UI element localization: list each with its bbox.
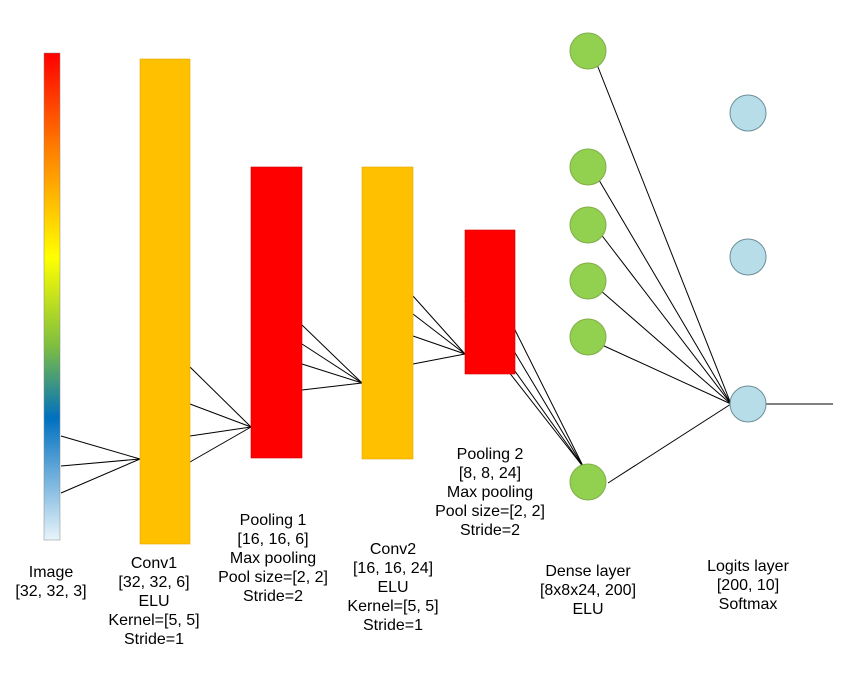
connection-line — [599, 289, 732, 405]
dense-node — [569, 463, 607, 501]
image-input-bar — [43, 52, 61, 541]
dense-node — [569, 262, 607, 300]
connection-line — [60, 458, 141, 494]
dense-node — [569, 32, 607, 70]
label-line: Pooling 2 — [456, 446, 524, 463]
connection-line — [189, 426, 252, 463]
connection-line — [301, 382, 363, 391]
conv2-block — [361, 166, 414, 460]
dense-node — [569, 148, 607, 186]
label-line: Dense layer — [545, 563, 631, 580]
label-line: Pool size=[2, 2] — [218, 569, 328, 586]
logit-node — [729, 94, 767, 132]
label-line: [16, 16, 24] — [352, 560, 434, 577]
label-line: [8, 8, 24] — [458, 465, 522, 482]
label-line: ELU — [572, 601, 604, 618]
connection-line — [595, 174, 732, 405]
label-line: Conv1 — [130, 555, 178, 572]
label-line: Stride=1 — [362, 617, 424, 634]
dense-nodes — [569, 32, 607, 501]
label-line: Logits layer — [707, 558, 789, 575]
label-line: Pooling 1 — [239, 512, 307, 529]
label-line: Kernel=[5, 5] — [347, 598, 439, 615]
connection-line — [301, 363, 363, 384]
connection-line — [60, 458, 141, 467]
label-line: [200, 10] — [716, 577, 780, 594]
connection-line — [412, 335, 466, 355]
label-line: Stride=2 — [242, 588, 304, 605]
image-label: Image [32, 32, 3] — [0, 563, 102, 601]
label-line: Conv2 — [369, 541, 417, 558]
label-line: Stride=1 — [123, 631, 185, 648]
label-line: Stride=2 — [459, 522, 521, 539]
connection-line — [60, 435, 141, 460]
connections — [60, 61, 833, 494]
conv2-label: Conv2 [16, 16, 24] ELU Kernel=[5, 5] Str… — [328, 540, 458, 635]
conv1-label: Conv1 [32, 32, 6] ELU Kernel=[5, 5] Stri… — [89, 554, 219, 649]
label-line: Image — [28, 564, 74, 581]
conv1-block — [139, 58, 191, 545]
connection-line — [412, 313, 466, 355]
logits-label: Logits layer [200, 10] Softmax — [683, 557, 813, 614]
label-line: ELU — [138, 593, 170, 610]
pool1-label: Pooling 1 [16, 16, 6] Max pooling Pool s… — [203, 511, 343, 606]
connection-line — [301, 343, 363, 384]
connection-line — [189, 403, 252, 428]
label-line: [16, 16, 6] — [237, 531, 309, 548]
label-line: [32, 32, 6] — [118, 574, 190, 591]
connection-line — [301, 324, 363, 384]
label-line: Kernel=[5, 5] — [108, 612, 200, 629]
connection-line — [189, 366, 252, 428]
connection-line — [412, 295, 466, 355]
dense-node — [569, 206, 607, 244]
pool2-block — [464, 229, 516, 375]
label-line: ELU — [377, 579, 409, 596]
connection-line — [412, 353, 466, 365]
label-line: Max pooling — [446, 484, 534, 501]
label-line: Softmax — [718, 596, 778, 613]
dense-label: Dense layer [8x8x24, 200] ELU — [523, 562, 653, 619]
connection-line — [510, 321, 585, 469]
label-line: Pool size=[2, 2] — [435, 503, 545, 520]
label-line: [32, 32, 3] — [15, 583, 87, 600]
pool2-label: Pooling 2 [8, 8, 24] Max pooling Pool si… — [420, 445, 560, 540]
connection-line — [601, 344, 732, 405]
logit-node — [729, 385, 767, 423]
connection-line — [599, 232, 732, 405]
connection-line — [607, 403, 732, 484]
logit-nodes — [729, 94, 767, 423]
label-line: Max pooling — [229, 550, 317, 567]
logit-node — [729, 238, 767, 276]
pool1-block — [250, 166, 303, 459]
label-line: [8x8x24, 200] — [539, 582, 637, 599]
dense-node — [569, 318, 607, 356]
connection-line — [189, 426, 252, 437]
connection-line — [595, 61, 732, 405]
